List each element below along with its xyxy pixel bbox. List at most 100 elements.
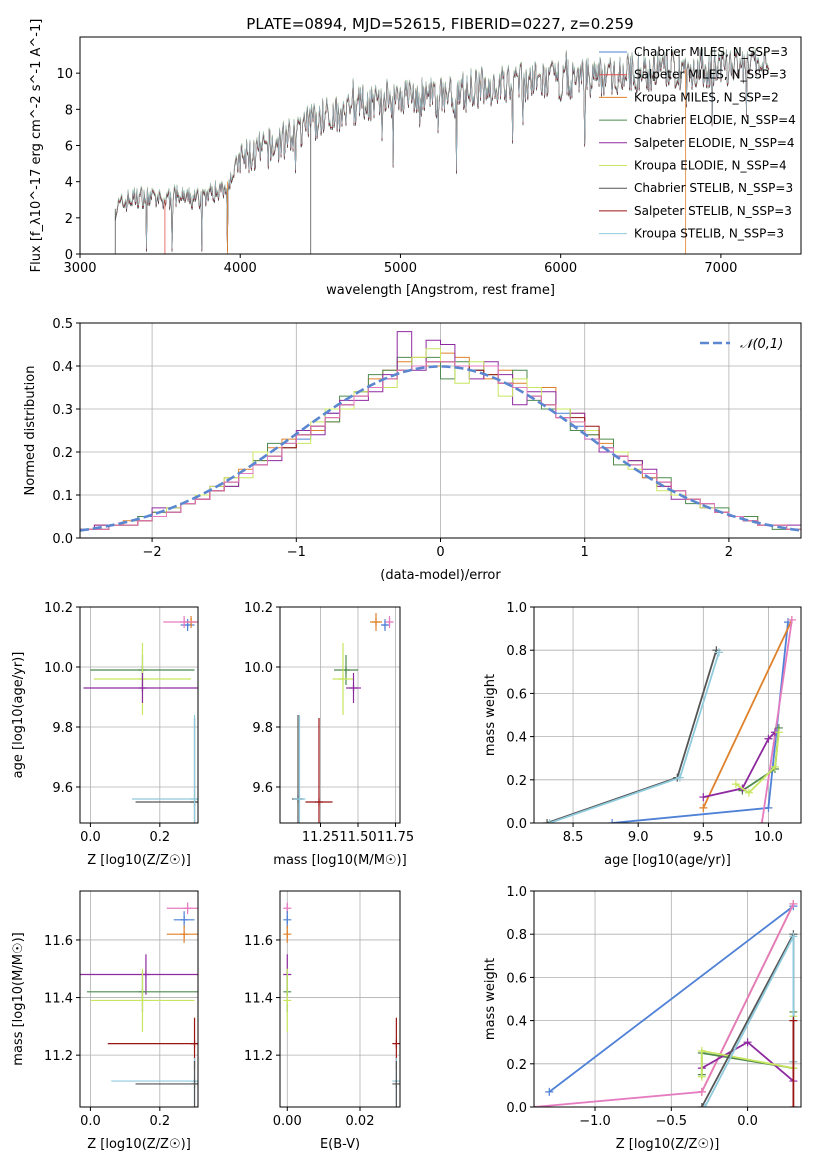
weight-point	[789, 1103, 798, 1107]
y-tick-label: 10.2	[44, 601, 73, 616]
data-point	[283, 996, 292, 1005]
x-tick-label: −2	[143, 545, 162, 560]
y-tick-label: 0.0	[52, 532, 73, 547]
y-tick-label: 11.4	[44, 992, 73, 1007]
data-point	[180, 930, 189, 939]
weight-point	[731, 780, 740, 789]
x-axis-label: mass [log10(M/M☉)]	[273, 853, 406, 868]
y-tick-label: 10.0	[44, 661, 73, 676]
x-tick-label: 8.5	[563, 830, 584, 845]
weight-point	[697, 1103, 706, 1107]
data-point	[283, 915, 292, 924]
legend-entry: Salpeter MILES, N_SSP=3	[634, 68, 787, 82]
weight-line	[761, 619, 793, 823]
weight-point	[697, 1087, 706, 1096]
axes-frame	[79, 890, 199, 1108]
weight-line	[702, 619, 793, 809]
data-point	[180, 915, 189, 924]
x-tick-label: −1.0	[579, 1114, 611, 1129]
x-tick-label: 0.2	[149, 1114, 170, 1129]
data-point	[283, 930, 292, 939]
x-axis-label: Z [log10(Z/Z☉)]	[87, 853, 191, 868]
y-tick-label: 0.2	[52, 446, 73, 461]
data-point	[372, 618, 380, 626]
weight-series	[543, 615, 796, 823]
x-tick-label: 7000	[704, 261, 737, 276]
x-axis-label: wavelength [Angstrom, rest frame]	[326, 283, 555, 298]
legend-entry: Kroupa MILES, N_SSP=2	[634, 90, 779, 104]
axes-frame	[279, 606, 401, 824]
data-point	[392, 1079, 400, 1088]
y-tick-label: 9.6	[52, 781, 73, 796]
x-axis-label: Z [log10(Z/Z☉)]	[87, 1137, 191, 1152]
x-tick-label: 9.0	[628, 830, 649, 845]
x-tick-label: 6000	[544, 261, 577, 276]
data-point	[183, 904, 192, 913]
x-tick-label: 1	[581, 545, 589, 560]
figure-title: PLATE=0894, MJD=52615, FIBERID=0227, z=0…	[246, 15, 633, 33]
residual-histograms	[80, 331, 801, 532]
data-point	[385, 618, 394, 626]
x-axis-label: age [log10(age/yr)]	[604, 853, 731, 868]
x-tick-label: 5000	[384, 261, 417, 276]
y-tick-label: 9.6	[252, 781, 273, 796]
weight-point	[608, 819, 617, 823]
weight-point	[789, 1016, 798, 1025]
weight-point	[545, 819, 554, 823]
axes-frame	[279, 890, 401, 1108]
y-tick-label: 0.6	[506, 687, 527, 702]
y-tick-label: 10.2	[244, 601, 273, 616]
errorbar-points	[283, 902, 400, 1107]
weight-point	[700, 1103, 709, 1107]
data-point	[180, 618, 189, 626]
data-point	[138, 996, 147, 1005]
x-axis-label: (data-model)/error	[380, 568, 501, 583]
weight-line	[548, 905, 794, 1093]
y-tick-label: 6	[65, 140, 73, 155]
y-tick-label: 9.8	[252, 721, 273, 736]
x-tick-label: 9.5	[693, 830, 714, 845]
y-tick-label: 1.0	[506, 885, 527, 900]
errorbar-points	[83, 616, 198, 823]
weight-point	[764, 803, 773, 812]
x-tick-label: 10.0	[754, 830, 783, 845]
weight-line	[735, 732, 780, 794]
x-tick-label: 0	[436, 545, 444, 560]
y-axis-label: mass weight	[483, 674, 498, 756]
y-tick-label: 0.0	[506, 1101, 527, 1116]
data-point	[295, 795, 304, 803]
y-tick-label: 11.4	[244, 992, 273, 1007]
data-point	[190, 1079, 198, 1088]
y-tick-label: 2	[65, 212, 73, 227]
y-axis-label: age [log10(age/yr)]	[11, 652, 26, 779]
y-axis-label: Normed distribution	[23, 366, 38, 496]
histogram-series	[80, 361, 801, 530]
y-tick-label: 0.4	[506, 1015, 527, 1030]
weight-point	[543, 819, 552, 823]
x-tick-label: 0.2	[149, 830, 170, 845]
x-tick-label: 0.0	[80, 830, 101, 845]
spectrum-series-line	[114, 46, 770, 249]
normal-curve	[80, 365, 801, 532]
weight-point	[757, 819, 766, 823]
y-tick-label: 0	[65, 248, 73, 263]
y-tick-label: 11.2	[244, 1049, 273, 1064]
y-tick-label: 0.3	[52, 403, 73, 418]
weight-point	[697, 1046, 706, 1055]
axes-frame	[533, 606, 802, 824]
y-tick-label: 10.0	[244, 661, 273, 676]
legend-entry: Kroupa STELIB, N_SSP=3	[634, 227, 784, 241]
spectrum-lines	[114, 46, 770, 254]
weight-point	[714, 648, 723, 657]
weight-series	[534, 899, 798, 1107]
y-tick-label: 0.8	[506, 928, 527, 943]
data-point	[283, 904, 292, 913]
y-tick-label: 1.0	[506, 601, 527, 616]
y-tick-label: 11.2	[44, 1049, 73, 1064]
y-axis-label: mass [log10(M/M☉)]	[11, 932, 26, 1065]
y-tick-label: 0.4	[52, 360, 73, 375]
x-axis-label: Z [log10(Z/Z☉)]	[616, 1137, 720, 1152]
weight-point	[699, 793, 708, 802]
y-tick-label: 8	[65, 103, 73, 118]
legend-entry: Salpeter ELODIE, N_SSP=4	[634, 136, 795, 150]
